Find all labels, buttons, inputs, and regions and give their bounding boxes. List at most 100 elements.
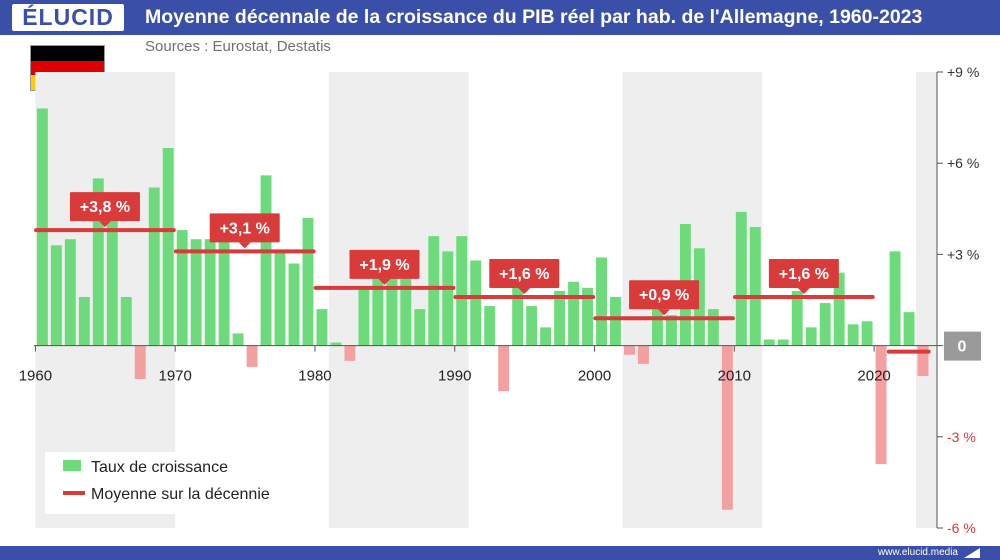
bar-1996 (540, 327, 552, 346)
bar-1976 (260, 175, 272, 346)
bar-1979 (302, 217, 314, 346)
bar-1977 (274, 251, 286, 346)
bar-1991 (470, 260, 482, 346)
decade-shade (916, 72, 937, 528)
bar-1965 (106, 202, 118, 346)
elucid-mark-icon (964, 548, 980, 558)
bar-1997 (554, 290, 566, 346)
bar-1960 (36, 108, 48, 346)
bar-2014 (791, 290, 803, 346)
bar-1981 (330, 342, 342, 346)
footer-bar: www.elucid.media (0, 546, 1000, 560)
legend-item-line: Moyenne sur la décennie (63, 485, 270, 505)
flag-stripe-black (31, 46, 104, 61)
bar-2022 (903, 312, 915, 346)
flag-stripe-red (31, 60, 104, 76)
legend-bar-label: Taux de croissance (91, 459, 228, 476)
bar-1970 (176, 230, 188, 346)
decade-average-label: +3,8 % (80, 199, 130, 216)
legend-line-label: Moyenne sur la décennie (91, 486, 270, 503)
bar-2009 (721, 345, 733, 510)
bar-2001 (610, 296, 621, 346)
bar-2017 (833, 272, 845, 346)
bar-2000 (596, 257, 607, 346)
bar-1980 (316, 309, 328, 346)
x-tick-label-1980: 1980 (298, 368, 331, 385)
bar-1961 (50, 245, 62, 346)
bar-1995 (526, 306, 538, 346)
chart-legend: Taux de croissance Moyenne sur la décenn… (45, 452, 325, 514)
bar-2019 (861, 321, 873, 346)
chart-title: Moyenne décennale de la croissance du PI… (145, 6, 923, 28)
y-tick-label-1: +6 % (947, 155, 979, 171)
bar-1972 (204, 239, 216, 346)
decade-average-label: +1,9 % (359, 257, 409, 274)
bar-1975 (246, 345, 258, 367)
decade-average-box (69, 192, 140, 222)
bar-2023 (917, 345, 929, 376)
bar-1982 (344, 345, 356, 361)
bar-1978 (288, 263, 300, 346)
decade-average-pointer (658, 309, 671, 316)
x-tick-label-2000: 2000 (578, 368, 611, 385)
bar-2007 (693, 248, 705, 346)
bar-2005 (665, 315, 677, 346)
chart-sources: Sources : Eurostat, Destatis (145, 38, 331, 55)
bar-1990 (456, 236, 468, 346)
bar-1987 (414, 309, 426, 346)
bar-2012 (763, 339, 775, 346)
bar-1963 (78, 296, 90, 346)
bar-1985 (386, 275, 398, 346)
y-tick-label-4: -3 % (947, 429, 976, 445)
x-tick-label-2020: 2020 (857, 368, 890, 385)
bar-1971 (190, 239, 202, 346)
header-bar: ÉLUCID Moyenne décennale de la croissanc… (0, 0, 1000, 35)
x-tick-label-1960: 1960 (19, 368, 52, 385)
decade-average-label: +1,6 % (779, 266, 829, 283)
x-tick-label-2010: 2010 (718, 368, 751, 385)
bar-1974 (232, 333, 244, 346)
zero-badge (944, 331, 981, 361)
bar-1984 (372, 254, 384, 346)
bar-2002 (624, 345, 635, 355)
bar-2015 (805, 327, 817, 346)
decade-average-label: +0,9 % (639, 287, 689, 304)
bar-1989 (442, 251, 454, 346)
x-tick-label-1970: 1970 (158, 368, 191, 385)
bar-1983 (358, 287, 370, 346)
bar-2020 (875, 345, 887, 465)
bar-1988 (428, 236, 440, 346)
bar-2021 (889, 251, 901, 346)
bar-1962 (64, 239, 76, 346)
footer-url-link[interactable]: www.elucid.media (877, 547, 958, 558)
decade-average-box (349, 249, 420, 279)
legend-line-swatch (63, 490, 85, 495)
decade-average-label: +3,1 % (220, 220, 270, 237)
decade-average-box (209, 213, 280, 243)
decade-average-pointer (98, 221, 111, 228)
bar-1999 (582, 287, 593, 346)
bar-2018 (847, 324, 859, 346)
bar-2003 (638, 345, 649, 364)
bar-2008 (707, 309, 719, 346)
decade-average-label: +1,6 % (499, 266, 549, 283)
bar-1966 (120, 296, 132, 346)
bar-1986 (400, 278, 412, 346)
bar-2010 (735, 211, 747, 346)
y-tick-label-5: -6 % (947, 520, 976, 536)
decade-average-pointer (378, 278, 391, 285)
bar-2011 (749, 227, 761, 346)
bar-1969 (162, 148, 174, 346)
bar-2016 (819, 303, 831, 346)
bar-1968 (148, 187, 160, 346)
decade-average-box (629, 280, 700, 310)
elucid-logo[interactable]: ÉLUCID (12, 4, 124, 31)
bar-1992 (484, 306, 496, 346)
bar-1967 (134, 345, 146, 380)
bar-1998 (568, 281, 580, 346)
bar-2004 (651, 306, 663, 346)
decade-average-box (768, 258, 839, 288)
legend-item-bars: Taux de croissance (63, 458, 228, 478)
decade-average-box (489, 258, 560, 288)
